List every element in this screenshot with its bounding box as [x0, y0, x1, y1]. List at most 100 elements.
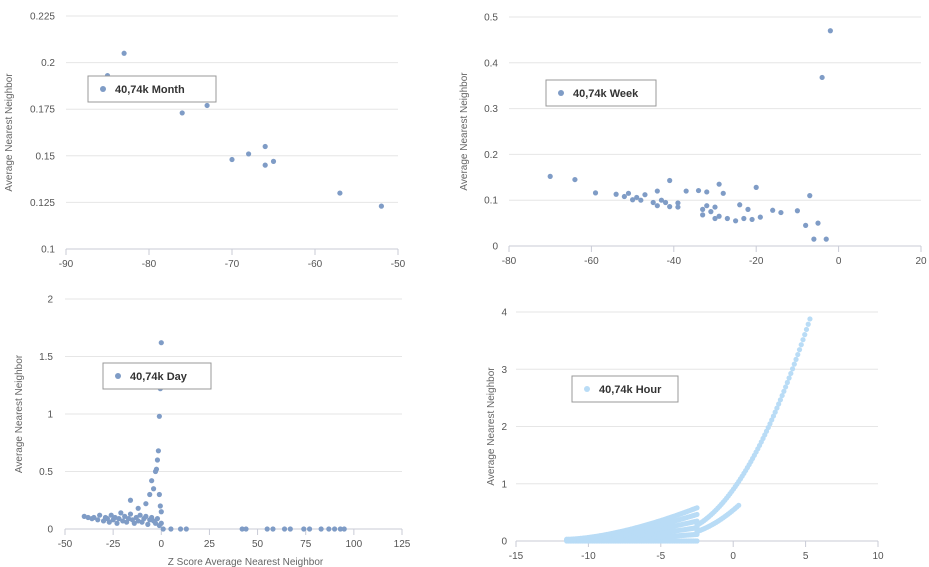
data-point	[789, 366, 796, 372]
data-point	[675, 200, 681, 206]
y-tick-label: 0.3	[484, 104, 498, 115]
data-point	[667, 177, 673, 184]
data-point	[675, 204, 681, 210]
data-point	[716, 213, 722, 219]
data-point	[106, 519, 112, 525]
data-point	[621, 193, 627, 200]
data-point	[95, 517, 101, 523]
y-axis-title: Average Nearest Neighbor	[4, 73, 15, 192]
x-tick-label: -70	[225, 259, 240, 270]
data-point	[121, 50, 127, 56]
data-point	[341, 526, 347, 532]
x-axis-title: Z Score Average Nearest Neighbor	[168, 557, 324, 567]
x-tick-label: -5	[656, 551, 665, 562]
legend-box	[102, 362, 212, 390]
data-point	[116, 516, 122, 522]
data-point	[694, 505, 700, 511]
data-point	[262, 162, 268, 168]
data-point	[157, 503, 163, 509]
data-point	[694, 538, 700, 544]
data-point	[137, 512, 143, 518]
data-point	[152, 520, 159, 526]
y-axis-title: Average Nearest Neighbor	[14, 354, 25, 473]
y-tick-label: 0.5	[484, 13, 498, 24]
data-point	[179, 110, 185, 116]
data-point	[700, 212, 706, 218]
data-point	[819, 74, 825, 81]
data-point	[239, 526, 245, 532]
data-point	[306, 526, 313, 532]
x-tick-label: -50	[391, 259, 406, 270]
y-tick-label: 1	[47, 410, 53, 421]
data-point	[807, 316, 813, 322]
y-tick-label: 2	[47, 295, 53, 306]
data-point	[712, 215, 718, 222]
chart-4: 0 1 2 3 4 -15 -10 -5 0 5 10 Average Nearest Neighbo…	[486, 308, 884, 563]
data-point	[724, 215, 730, 222]
data-point	[270, 158, 277, 164]
data-point	[547, 173, 553, 179]
data-point	[592, 190, 599, 196]
x-tick-label: 100	[346, 539, 363, 550]
data-point	[753, 184, 759, 190]
data-point	[143, 513, 149, 519]
legend-label: 40,74k Week	[573, 88, 639, 100]
data-point	[270, 526, 276, 532]
data-point	[798, 342, 804, 348]
data-point	[378, 203, 384, 209]
data-point	[704, 189, 710, 195]
data-point	[160, 526, 166, 532]
data-point	[147, 491, 153, 498]
data-point	[704, 203, 710, 209]
data-point	[791, 361, 797, 367]
data-point	[91, 514, 97, 521]
legend-box	[87, 75, 217, 103]
data-point	[149, 478, 155, 484]
data-point	[757, 214, 763, 220]
y-tick-label: 0.15	[36, 151, 56, 162]
series-points	[81, 340, 347, 532]
chart-3: 0 0.5 1 1.5 2 -50 -25 0 25 50 75 100 125 Average Near…	[14, 295, 411, 567]
data-point	[720, 190, 726, 196]
y-tick-label: 3	[501, 365, 507, 376]
data-point	[158, 340, 164, 346]
data-point	[662, 199, 669, 206]
x-tick-label: -40	[667, 256, 682, 267]
data-point	[712, 204, 718, 210]
legend: 40,74k Month	[87, 75, 217, 103]
data-point	[807, 193, 813, 199]
y-tick-label: 0.4	[484, 58, 498, 69]
x-tick-label: 50	[252, 539, 264, 550]
y-tick-label: 0.1	[41, 245, 55, 256]
y-tick-label: 0.2	[41, 58, 55, 69]
data-point	[823, 236, 829, 242]
y-tick-label: 1	[501, 479, 507, 490]
x-tick-label: -60	[584, 256, 599, 267]
data-point	[795, 351, 801, 358]
data-point	[781, 388, 787, 394]
data-point	[337, 190, 343, 196]
data-point	[650, 199, 656, 206]
x-tick-label: -80	[502, 256, 517, 267]
data-point	[572, 176, 578, 183]
data-point	[150, 486, 157, 492]
data-point	[784, 379, 790, 386]
data-point	[229, 156, 235, 163]
legend: 40,74k Hour	[571, 375, 679, 403]
data-point	[158, 509, 164, 515]
y-tick-label: 4	[501, 308, 507, 319]
x-tick-label: -50	[58, 539, 73, 550]
data-point	[788, 370, 794, 377]
x-tick-label: 75	[300, 539, 312, 550]
x-tick-label: -25	[106, 539, 121, 550]
data-point	[301, 526, 307, 532]
data-point	[243, 526, 249, 532]
data-point	[135, 505, 141, 511]
y-tick-label: 0.125	[30, 198, 55, 209]
data-point	[736, 502, 742, 508]
data-point	[811, 236, 817, 242]
legend-marker	[115, 373, 121, 379]
data-point	[326, 526, 332, 532]
x-tick-label: -10	[581, 551, 596, 562]
data-point	[145, 521, 151, 528]
